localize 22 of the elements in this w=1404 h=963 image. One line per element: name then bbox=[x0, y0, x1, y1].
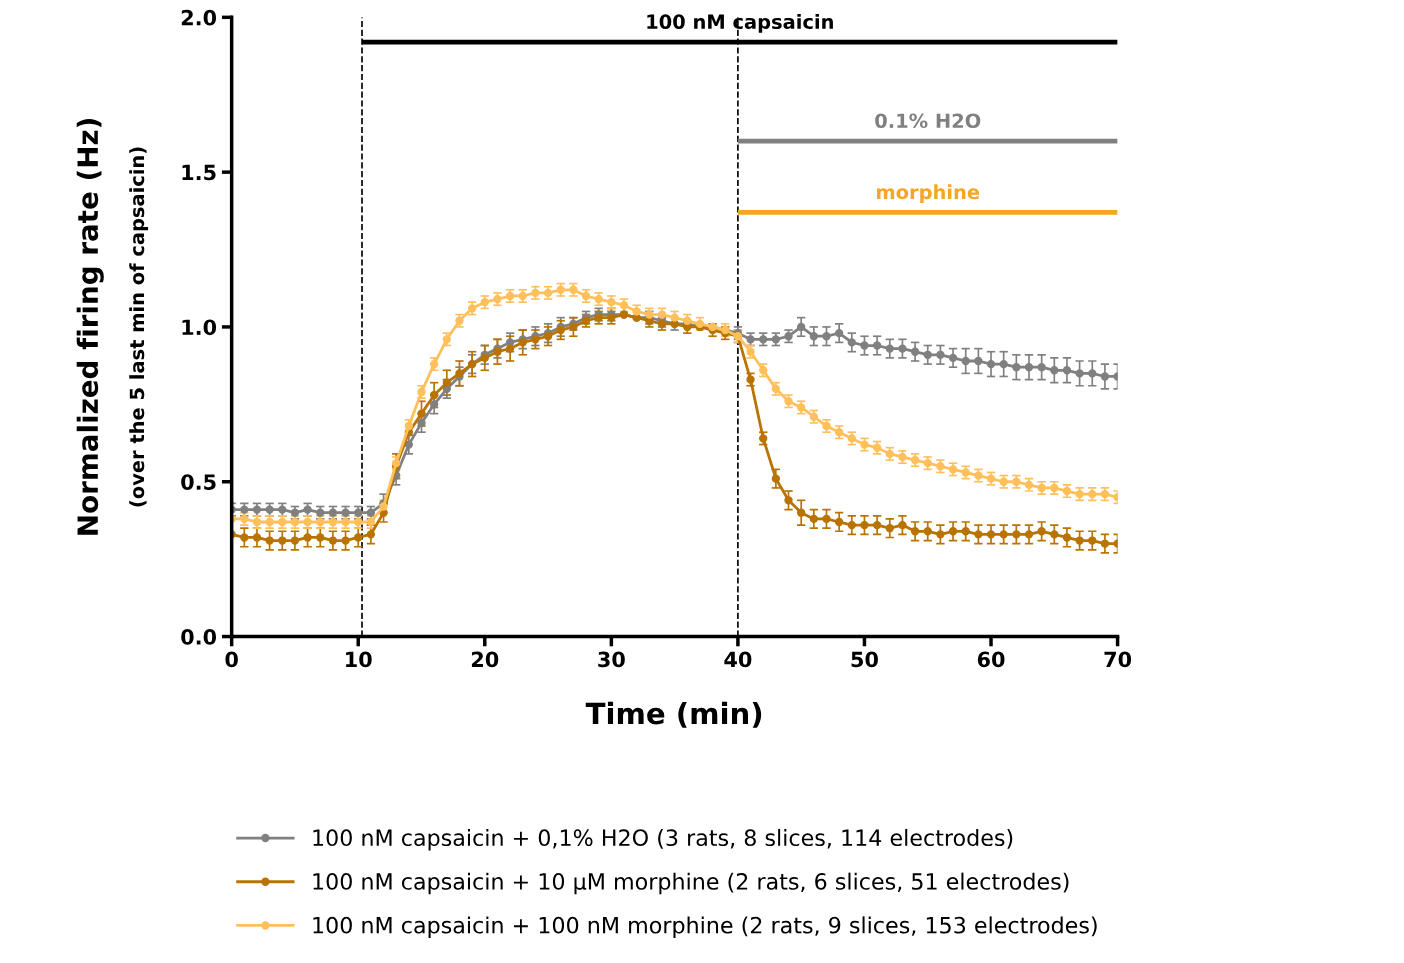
x-tick-label: 10 bbox=[346, 651, 372, 668]
legend-label: 100 nM capsaicin + 0,1% H2O (3 rats, 8 slices, 114 electrodes) bbox=[313, 828, 1013, 851]
y-tick-label: 2.0 bbox=[181, 9, 217, 26]
x-tick-label: 60 bbox=[977, 651, 1005, 668]
legend-label: 100 nM capsaicin + 100 nM morphine (2 rats, 9 slices, 153 electrodes) bbox=[313, 916, 1097, 938]
x-tick-label: 0 bbox=[225, 651, 238, 668]
text: (over the 5 last min of capsaicin) bbox=[129, 147, 149, 507]
legend-label: 100 nM capsaicin + 10 µM morphine (2 rats, 6 slices, 51 electrodes) bbox=[313, 872, 1069, 895]
x-tick-label: 20 bbox=[471, 651, 499, 668]
y-tick-label: 0.0 bbox=[181, 629, 217, 645]
y-tick-label: 0.5 bbox=[181, 474, 216, 490]
series-label: 100 nM capsaicin bbox=[647, 14, 833, 33]
y-tick-label: 1.0 bbox=[182, 319, 217, 336]
series-label: 0.1% H2O bbox=[875, 113, 981, 129]
series-label: morphine bbox=[877, 184, 980, 204]
x-tick-label: 30 bbox=[598, 651, 625, 668]
x-axis-title: Time (min) bbox=[585, 701, 762, 728]
x-tick-label: 40 bbox=[724, 651, 752, 668]
x-tick-label: 50 bbox=[851, 651, 878, 668]
y-tick-label: 1.5 bbox=[182, 164, 216, 181]
x-tick-label: 70 bbox=[1104, 651, 1132, 668]
y-axis-title: Normalized firing rate (Hz) bbox=[76, 119, 104, 535]
